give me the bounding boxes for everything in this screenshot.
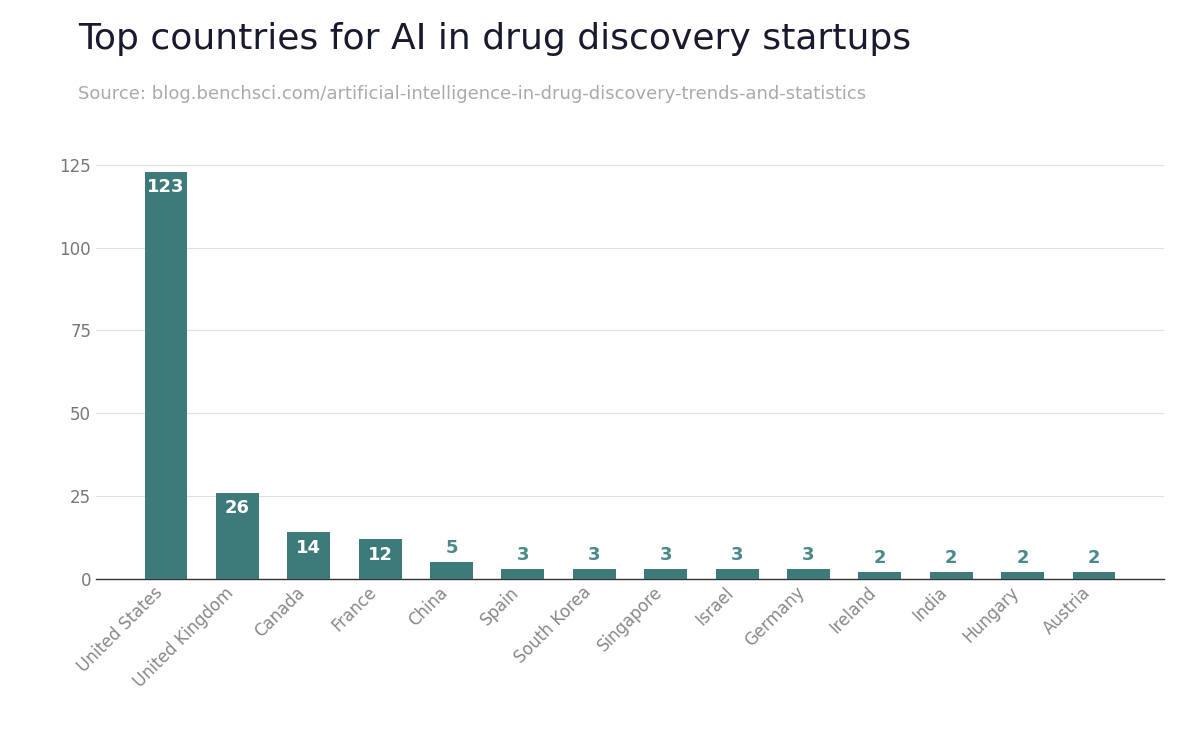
Bar [144, 171, 187, 579]
Bar [787, 569, 830, 579]
Text: Top countries for AI in drug discovery startups: Top countries for AI in drug discovery s… [78, 22, 911, 56]
Bar [644, 569, 688, 579]
Bar [216, 493, 259, 579]
Bar [572, 569, 616, 579]
Bar [858, 572, 901, 579]
Text: 2: 2 [1016, 549, 1028, 567]
Text: 12: 12 [367, 545, 392, 564]
Bar [502, 569, 545, 579]
Bar [287, 533, 330, 579]
Text: 2: 2 [874, 549, 886, 567]
Text: 3: 3 [803, 546, 815, 564]
Text: 123: 123 [148, 178, 185, 196]
Text: 26: 26 [224, 499, 250, 517]
Text: 14: 14 [296, 539, 322, 557]
Bar [930, 572, 973, 579]
Bar [430, 562, 473, 579]
Text: 3: 3 [660, 546, 672, 564]
Text: 3: 3 [588, 546, 600, 564]
Bar [1073, 572, 1116, 579]
Text: 3: 3 [731, 546, 743, 564]
Text: 2: 2 [1087, 549, 1100, 567]
Text: 5: 5 [445, 539, 457, 557]
Text: Source: blog.benchsci.com/artificial-intelligence-in-drug-discovery-trends-and-s: Source: blog.benchsci.com/artificial-int… [78, 85, 866, 103]
Bar [1001, 572, 1044, 579]
Bar [359, 539, 402, 579]
Bar [715, 569, 758, 579]
Text: 3: 3 [517, 546, 529, 564]
Text: 2: 2 [946, 549, 958, 567]
